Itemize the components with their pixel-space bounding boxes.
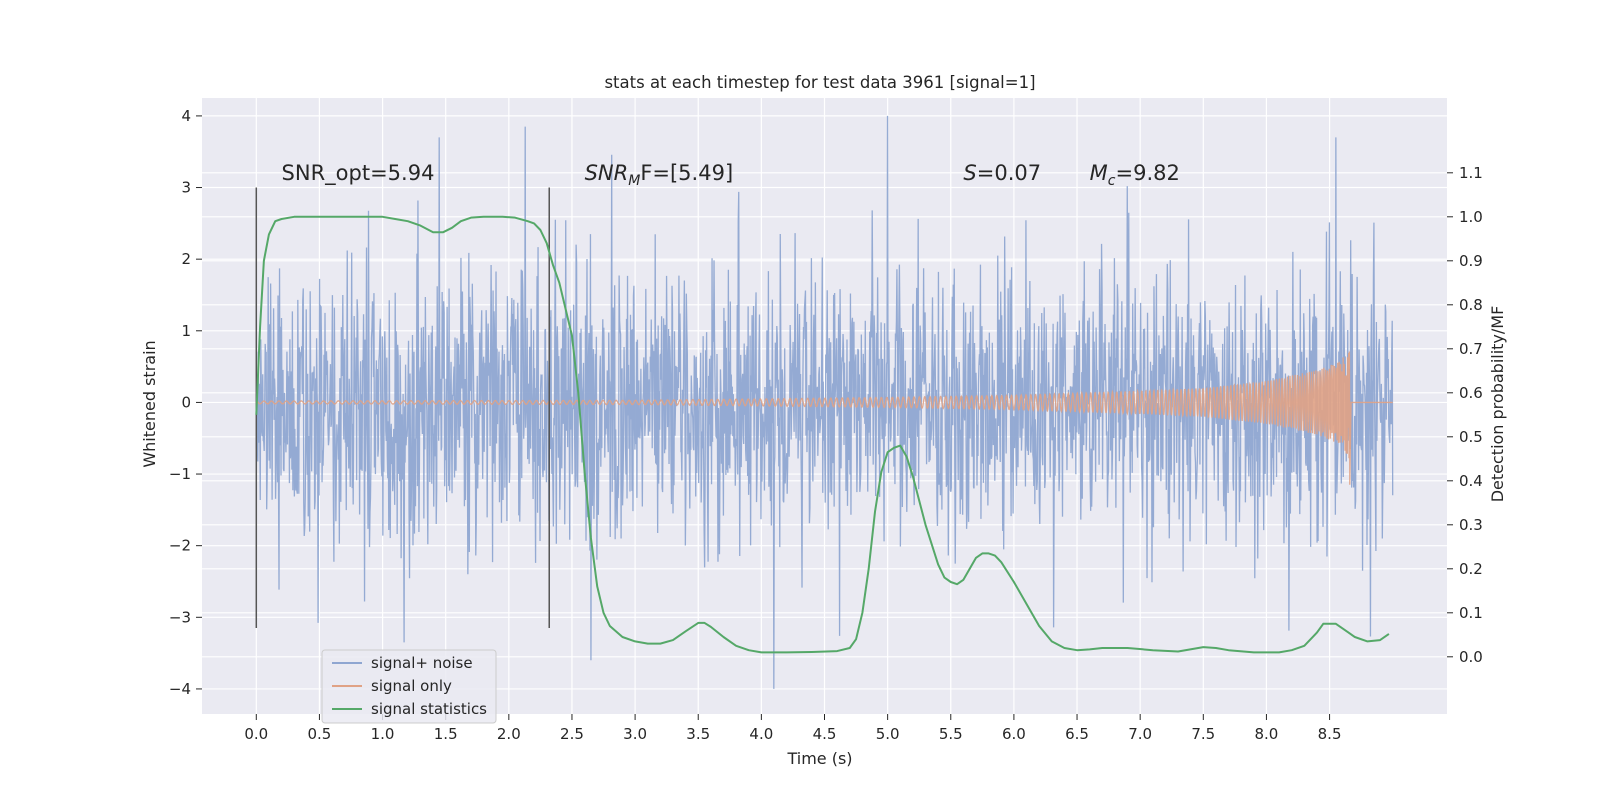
annotation-3: Mc=9.82 (1090, 161, 1180, 189)
x-tick-label: 5.0 (876, 725, 900, 743)
y2-tick-label: 0.1 (1459, 604, 1483, 622)
y-tick-label: 2 (181, 250, 191, 268)
legend: signal+ noise signal only signal statist… (321, 649, 497, 724)
y2-tick-label: 0.6 (1459, 384, 1483, 402)
x-tick-label: 8.5 (1318, 725, 1342, 743)
y-tick-label: −4 (169, 680, 191, 698)
y2-tick-label: 0.0 (1459, 648, 1483, 666)
x-tick-label: 1.5 (434, 725, 458, 743)
y2-tick-label: 0.8 (1459, 296, 1483, 314)
legend-label-signal-only: signal only (371, 677, 452, 695)
y2-axis-title: Detection probability/MF (1488, 306, 1507, 503)
signal-statistics-series (255, 215, 1390, 654)
y2-tick-label: 0.5 (1459, 428, 1483, 446)
signal-statistics-line (255, 215, 1390, 654)
x-tick-label: 7.0 (1128, 725, 1152, 743)
legend-box (321, 649, 497, 724)
x-tick-label: 0.5 (307, 725, 331, 743)
y-tick-label: −1 (169, 465, 191, 483)
x-tick-label: 5.5 (939, 725, 963, 743)
y2-tick-label: 0.4 (1459, 472, 1483, 490)
annotations: SNR_opt=5.94 SNRMF=[5.49] S=0.07 Mc=9.82 (282, 161, 1180, 189)
x-tick-label: 2.5 (560, 725, 584, 743)
y2-tick-label: 1.1 (1459, 164, 1483, 182)
annotation-1: SNRMF=[5.49] (585, 161, 734, 189)
legend-label-signal-statistics: signal statistics (371, 700, 487, 718)
y-tick-label: 4 (181, 107, 191, 125)
x-axis-title: Time (s) (786, 749, 852, 768)
left-axis: 4 3 2 1 0 −1 −2 −3 −4 (169, 107, 202, 698)
x-tick-label: 1.0 (371, 725, 395, 743)
y2-tick-label: 0.2 (1459, 560, 1483, 578)
right-axis: 1.1 1.0 0.9 0.8 0.7 0.6 0.5 0.4 0.3 0.2 0.1 0.0 (1447, 164, 1483, 666)
x-tick-label: 8.0 (1255, 725, 1279, 743)
x-tick-label: 7.5 (1191, 725, 1215, 743)
y2-tick-label: 0.9 (1459, 252, 1483, 270)
y2-tick-label: 1.0 (1459, 208, 1483, 226)
y2-tick-label: 0.3 (1459, 516, 1483, 534)
x-tick-label: 2.0 (497, 725, 521, 743)
x-tick-label: 3.0 (623, 725, 647, 743)
y-tick-label: 3 (181, 179, 191, 197)
x-tick-label: 3.5 (686, 725, 710, 743)
x-tick-label: 6.0 (1002, 725, 1026, 743)
y-tick-label: −3 (169, 608, 191, 626)
y-tick-label: −2 (169, 537, 191, 555)
x-tick-label: 4.0 (749, 725, 773, 743)
y-tick-label: 0 (181, 393, 191, 411)
x-tick-label: 4.5 (813, 725, 837, 743)
annotation-2: S=0.07 (963, 161, 1041, 185)
chart-title: stats at each timestep for test data 396… (604, 73, 1035, 92)
y-tick-label: 1 (181, 322, 191, 340)
x-axis: 0.0 0.5 1.0 1.5 2.0 2.5 3.0 3.5 4.0 4.5 5.0 5.5 6.0 6… (244, 714, 1342, 743)
signal-only-series (256, 351, 1393, 485)
signal-noise-line (255, 115, 1394, 689)
signal-noise-series (255, 115, 1394, 689)
legend-label-signal-noise: signal+ noise (371, 654, 473, 672)
y-axis-title: Whitened strain (140, 340, 159, 467)
x-tick-label: 0.0 (244, 725, 268, 743)
annotation-0: SNR_opt=5.94 (282, 161, 435, 186)
x-tick-label: 6.5 (1065, 725, 1089, 743)
y2-tick-label: 0.7 (1459, 340, 1483, 358)
signal-only-line (256, 351, 1393, 485)
